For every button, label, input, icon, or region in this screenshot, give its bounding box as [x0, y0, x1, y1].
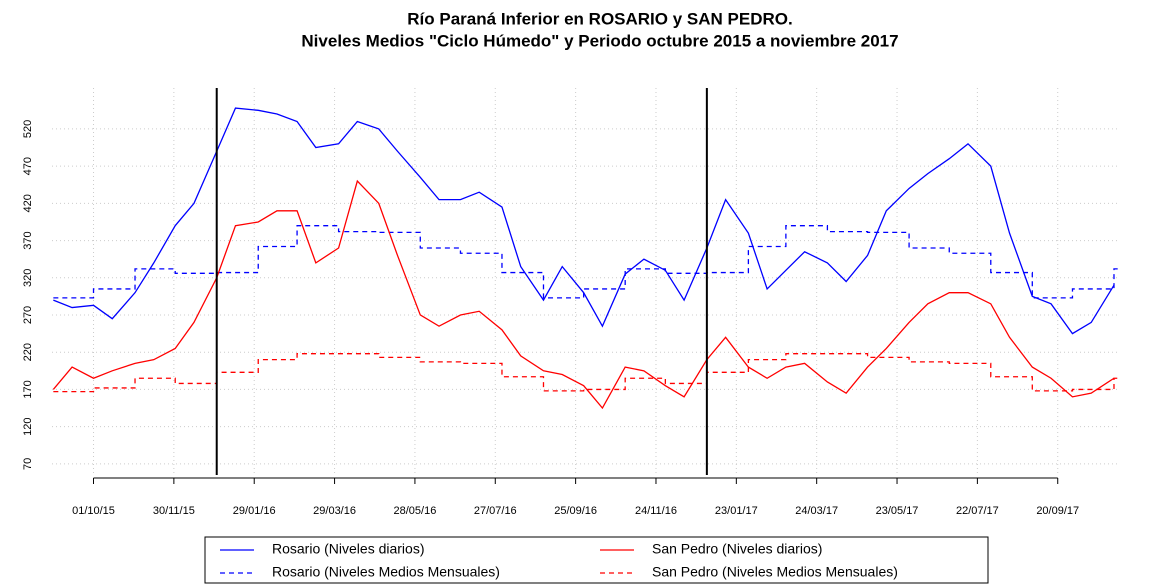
x-tick-label: 25/09/16 — [554, 505, 597, 517]
y-tick-label: 220 — [22, 343, 34, 361]
legend-label: San Pedro (Niveles Medios Mensuales) — [652, 564, 898, 580]
y-tick-label: 420 — [22, 194, 34, 212]
y-tick-label: 320 — [22, 269, 34, 287]
legend-label: Rosario (Niveles diarios) — [272, 541, 425, 557]
legend-box — [204, 536, 989, 584]
y-tick-label: 120 — [22, 417, 34, 435]
x-tick-label: 24/11/16 — [635, 505, 677, 517]
series-line — [53, 107, 1115, 335]
legend-label: San Pedro (Niveles diarios) — [652, 541, 822, 557]
y-tick-label: 170 — [22, 380, 34, 398]
chart-subtitle: Niveles Medios "Ciclo Húmedo" y Periodo … — [301, 31, 898, 50]
x-tick-label: 29/03/16 — [313, 505, 356, 517]
y-tick-label: 270 — [22, 306, 34, 324]
series-line — [52, 179, 1115, 410]
x-tick-label: 22/07/17 — [956, 505, 999, 517]
x-tick-label: 29/01/16 — [233, 505, 276, 517]
y-tick-label: 470 — [22, 157, 34, 175]
x-tick-label: 27/07/16 — [474, 505, 517, 517]
x-tick-label: 01/10/15 — [72, 505, 115, 517]
y-tick-label: 520 — [22, 120, 34, 138]
x-tick-label: 30/11/15 — [153, 505, 195, 517]
series-line — [53, 225, 1118, 299]
legend-label: Rosario (Niveles Medios Mensuales) — [272, 564, 500, 580]
chart-title: Río Paraná Inferior en ROSARIO y SAN PED… — [407, 9, 792, 28]
x-tick-label: 24/03/17 — [795, 505, 838, 517]
y-tick-label: 370 — [22, 231, 34, 249]
x-tick-label: 20/09/17 — [1036, 505, 1079, 517]
y-tick-label: 70 — [22, 458, 34, 470]
x-tick-label: 28/05/16 — [394, 505, 437, 517]
x-tick-label: 23/05/17 — [876, 505, 919, 517]
x-tick-label: 23/01/17 — [715, 505, 758, 517]
series-line — [53, 353, 1118, 393]
